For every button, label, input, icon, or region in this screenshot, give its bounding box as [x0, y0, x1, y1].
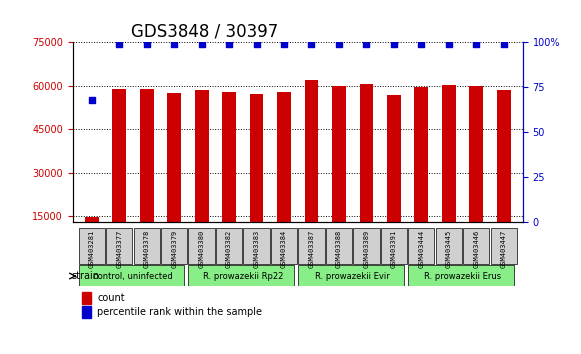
Point — [417, 41, 426, 47]
Text: GSM403388: GSM403388 — [336, 230, 342, 268]
FancyBboxPatch shape — [490, 228, 517, 264]
FancyBboxPatch shape — [326, 228, 352, 264]
Point — [499, 41, 508, 47]
Text: GSM403446: GSM403446 — [474, 230, 479, 268]
FancyBboxPatch shape — [78, 228, 105, 264]
Point — [307, 41, 316, 47]
Point — [472, 41, 481, 47]
FancyBboxPatch shape — [271, 228, 297, 264]
Point — [87, 97, 96, 103]
Text: R. prowazekii Erus: R. prowazekii Erus — [424, 272, 501, 280]
Point — [142, 41, 152, 47]
Bar — [81, 292, 91, 304]
Text: strain: strain — [71, 271, 99, 281]
Point — [334, 41, 343, 47]
Bar — [140, 89, 153, 259]
Bar — [304, 80, 318, 259]
Text: R. prowazekii Rp22: R. prowazekii Rp22 — [203, 272, 283, 280]
Text: GSM403444: GSM403444 — [418, 230, 424, 268]
Bar — [195, 90, 209, 259]
FancyBboxPatch shape — [436, 228, 462, 264]
FancyBboxPatch shape — [408, 266, 514, 286]
Text: GSM403387: GSM403387 — [309, 230, 314, 268]
FancyBboxPatch shape — [408, 228, 435, 264]
Text: control, uninfected: control, uninfected — [93, 272, 173, 280]
FancyBboxPatch shape — [78, 266, 184, 286]
Text: GSM403391: GSM403391 — [391, 230, 397, 268]
FancyBboxPatch shape — [353, 228, 379, 264]
FancyBboxPatch shape — [298, 228, 325, 264]
Text: R. prowazekii Evir: R. prowazekii Evir — [315, 272, 390, 280]
Point — [444, 41, 453, 47]
Point — [170, 41, 179, 47]
Text: GSM403380: GSM403380 — [199, 230, 205, 268]
Bar — [497, 90, 511, 259]
FancyBboxPatch shape — [463, 228, 489, 264]
Bar — [81, 307, 91, 318]
Text: GSM403378: GSM403378 — [144, 230, 150, 268]
Bar — [250, 94, 263, 259]
FancyBboxPatch shape — [243, 228, 270, 264]
Point — [389, 41, 399, 47]
Point — [279, 41, 289, 47]
Point — [114, 41, 124, 47]
Text: GSM403379: GSM403379 — [171, 230, 177, 268]
Point — [197, 41, 206, 47]
Bar — [277, 92, 291, 259]
Bar — [332, 86, 346, 259]
Bar — [442, 85, 456, 259]
Text: percentile rank within the sample: percentile rank within the sample — [98, 307, 263, 317]
Text: GSM403281: GSM403281 — [89, 230, 95, 268]
Text: GSM403389: GSM403389 — [363, 230, 370, 268]
FancyBboxPatch shape — [298, 266, 404, 286]
Bar — [223, 92, 236, 259]
Bar — [387, 95, 401, 259]
Text: GDS3848 / 30397: GDS3848 / 30397 — [131, 23, 278, 41]
Text: GSM403382: GSM403382 — [226, 230, 232, 268]
Point — [224, 41, 234, 47]
Text: GSM403445: GSM403445 — [446, 230, 452, 268]
FancyBboxPatch shape — [134, 228, 160, 264]
Text: GSM403384: GSM403384 — [281, 230, 287, 268]
FancyBboxPatch shape — [188, 228, 215, 264]
FancyBboxPatch shape — [106, 228, 132, 264]
Bar — [360, 84, 373, 259]
FancyBboxPatch shape — [381, 228, 407, 264]
Point — [362, 41, 371, 47]
Text: GSM403447: GSM403447 — [501, 230, 507, 268]
Text: GSM403383: GSM403383 — [253, 230, 260, 268]
Bar — [414, 87, 428, 259]
Bar — [469, 86, 483, 259]
Point — [252, 41, 261, 47]
FancyBboxPatch shape — [161, 228, 188, 264]
Bar — [167, 93, 181, 259]
FancyBboxPatch shape — [216, 228, 242, 264]
Bar — [85, 217, 99, 259]
Text: GSM403377: GSM403377 — [116, 230, 122, 268]
Bar — [113, 89, 126, 259]
Text: count: count — [98, 293, 125, 303]
FancyBboxPatch shape — [188, 266, 294, 286]
